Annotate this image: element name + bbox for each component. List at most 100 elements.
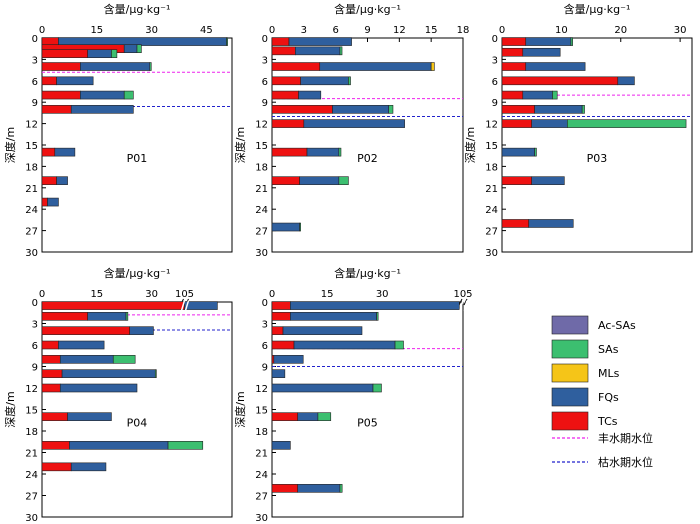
bar-segment-fqs	[129, 326, 154, 335]
panel-p02: 含量/μg·kg⁻¹ 0 3 6 9 12 15 18 0 3 6 9 12 15 18 21 24 27 30 深度…	[233, 2, 469, 259]
y-tick-label: 30	[25, 513, 38, 524]
y-tick-label: 24	[485, 205, 498, 216]
x-tick-label: 6	[332, 25, 338, 36]
bar-segment-tcs	[501, 119, 532, 128]
bar-segment-fqs	[306, 147, 340, 157]
bar-segment-tcs	[41, 326, 130, 335]
bar-segment-tcs	[41, 62, 81, 71]
bar-segment-tcs	[271, 301, 291, 310]
bar-segment-fqs	[61, 369, 156, 378]
y-tick-label: 3	[32, 55, 38, 66]
y-tick-label: 21	[25, 184, 38, 195]
bar-segment-tcs	[271, 62, 321, 71]
y-tick-label: 27	[25, 492, 38, 503]
bar-segment-fqs	[271, 222, 300, 232]
bar-segment-fqs	[80, 62, 151, 71]
x-axis-label: 含量/μg·kg⁻¹	[334, 266, 401, 280]
bar-segment-fqs	[70, 105, 134, 114]
y-tick-label: 21	[255, 184, 268, 195]
y-axis-label: 深度/m	[463, 127, 477, 163]
x-tick-label: 15	[321, 289, 334, 300]
bar-segment-tcs	[501, 90, 524, 100]
bar-segment-sas	[534, 147, 537, 157]
y-tick-label: 0	[32, 298, 38, 309]
panel-label: P03	[587, 152, 608, 165]
panel-label: P02	[357, 152, 378, 165]
bar-segment-fqs	[87, 49, 112, 58]
bar-segment-sas	[348, 76, 351, 86]
bar-segment-tcs	[41, 312, 88, 321]
bar-segment-tcs	[271, 484, 299, 493]
bar-segment-fqs	[299, 176, 340, 185]
y-tick-label: 18	[255, 162, 268, 173]
bar-segment-fqs	[525, 37, 572, 46]
x-tick-label: 0	[269, 289, 275, 300]
y-tick-label: 24	[25, 470, 38, 481]
panel-p03: 含量/μg·kg⁻¹ 0 10 20 30 0 3 6 9 12 15 18 21 24 27 30 深度/m P…	[463, 2, 693, 259]
bar-segment-fqs	[59, 383, 138, 393]
y-axis-label: 深度/m	[233, 391, 247, 427]
panel-p04: 含量/μg·kg⁻¹ 0 15 30 105 0 3 6 9 12 15 18 21 24 27 30 深度/m…	[3, 266, 233, 524]
bar-segment-sas	[338, 176, 349, 185]
x-tick-label: 0	[39, 289, 45, 300]
legend-label: FQs	[598, 391, 619, 404]
legend-label: 枯水期水位	[598, 455, 653, 469]
x-tick-label: 12	[393, 25, 406, 36]
legend-swatch-ac-sas	[551, 315, 589, 335]
x-axis-label: 含量/μg·kg⁻¹	[104, 266, 171, 280]
y-tick-label: 30	[255, 248, 268, 259]
y-tick-label: 9	[492, 98, 498, 109]
bar-segment-fqs	[273, 355, 304, 364]
y-tick-label: 15	[25, 141, 38, 152]
y-tick-label: 12	[255, 384, 268, 395]
bar-segment-tcs	[271, 326, 284, 335]
bar-segment-fqs	[501, 147, 535, 157]
y-tick-label: 24	[255, 205, 268, 216]
bar-segment-sas	[226, 37, 228, 46]
y-tick-label: 6	[262, 77, 268, 88]
bar-break-mark	[459, 300, 468, 311]
bar-segment-fqs	[290, 301, 460, 310]
bar-segment-tcs	[41, 105, 72, 114]
bar-segment-tcs	[501, 105, 535, 114]
bar-segment-fqs	[47, 197, 59, 207]
y-tick-label: 30	[25, 248, 38, 259]
bar-segment-fqs	[69, 441, 169, 450]
bar-segment-tcs	[41, 76, 57, 86]
y-tick-label: 6	[262, 341, 268, 352]
y-tick-label: 6	[492, 77, 498, 88]
bar-segment-tcs	[271, 412, 299, 421]
bar-segment-sas	[581, 105, 585, 114]
legend-label: MLs	[598, 367, 620, 380]
x-tick-label: 0	[499, 25, 505, 36]
bar-segment-fqs	[184, 301, 218, 310]
bar-segment-sas	[339, 46, 343, 56]
y-tick-label: 3	[262, 55, 268, 66]
y-tick-label: 9	[32, 363, 38, 374]
bar-segment-fqs	[522, 47, 561, 57]
y-tick-label: 24	[255, 470, 268, 481]
panel-p01: 含量/μg·kg⁻¹ 0 15 30 45 0 3 6 9 12 15 18 21 24 27 30 深度/m P…	[3, 2, 233, 259]
bar-segment-sas	[167, 441, 204, 450]
y-tick-label: 21	[255, 449, 268, 460]
y-tick-label: 18	[485, 162, 498, 173]
y-axis-label: 深度/m	[3, 391, 17, 427]
bar-segment-fqs	[56, 176, 68, 185]
y-tick-label: 12	[485, 120, 498, 131]
bar-segment-fqs	[54, 147, 76, 157]
bar-segment-tcs	[41, 340, 59, 350]
bar-segment-fqs	[288, 37, 352, 46]
y-tick-label: 9	[32, 98, 38, 109]
legend-label: Ac-SAs	[598, 319, 636, 332]
bar-segment-sas	[567, 119, 687, 128]
bar-segment-fqs	[319, 62, 432, 71]
bar-segment-fqs	[617, 76, 635, 86]
y-tick-label: 21	[25, 449, 38, 460]
y-tick-label: 30	[485, 248, 498, 259]
bar-segment-fqs	[123, 44, 138, 54]
bar-segment-fqs	[290, 312, 377, 321]
bar-segment-tcs	[501, 47, 524, 57]
x-tick-label: 105	[453, 289, 472, 300]
y-tick-label: 3	[492, 55, 498, 66]
bar-segment-tcs	[271, 105, 333, 114]
